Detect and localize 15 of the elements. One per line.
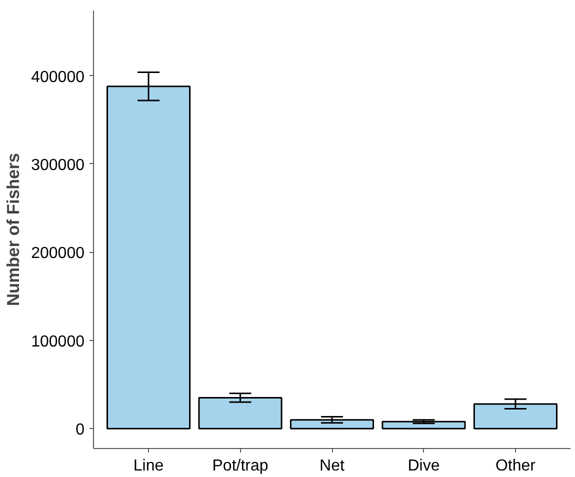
bar bbox=[473, 403, 558, 430]
y-tick-label: 200000 bbox=[31, 245, 85, 262]
bar bbox=[198, 397, 282, 430]
y-tick-label: 0 bbox=[76, 422, 85, 439]
x-tick-label: Net bbox=[320, 458, 346, 474]
y-tick-label: 300000 bbox=[31, 157, 85, 174]
y-tick-label: 400000 bbox=[31, 68, 85, 86]
bar bbox=[290, 419, 374, 430]
x-tick-label: Pot/trap bbox=[212, 458, 268, 474]
bar bbox=[382, 420, 466, 430]
x-tick-label: Dive bbox=[408, 458, 440, 474]
y-axis-title: Number of Fishers bbox=[3, 152, 24, 306]
y-tick-label: 100000 bbox=[31, 333, 85, 350]
x-tick-label: Line bbox=[133, 458, 164, 474]
x-tick-label: Other bbox=[495, 458, 536, 474]
